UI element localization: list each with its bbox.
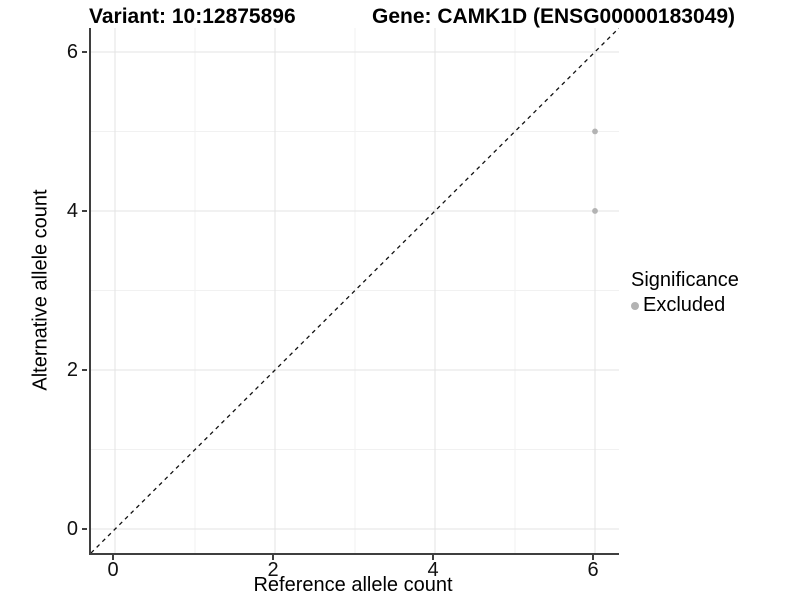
y-axis-tick-label: 2 [66, 359, 78, 382]
x-axis-tick-label: 6 [587, 559, 599, 581]
legend-key-dot-icon [631, 301, 639, 310]
legend-title: Significance [631, 269, 739, 291]
data-point [592, 208, 598, 214]
x-axis-tick-label: 4 [427, 559, 439, 581]
legend-item-label: Excluded [643, 294, 726, 316]
data-point [592, 128, 598, 135]
y-axis-tick-mark [82, 369, 87, 372]
plot-panel [89, 28, 619, 555]
y-axis-tick-mark [82, 209, 87, 212]
y-axis-tick-mark [82, 50, 87, 53]
x-axis-title: Reference allele count [253, 574, 453, 596]
x-axis-tick-mark [432, 555, 434, 560]
y-axis-tick-label: 0 [66, 518, 78, 541]
legend: Significance Excluded [631, 269, 739, 317]
y-axis-tick-label: 6 [66, 40, 78, 63]
gene-title: Gene: CAMK1D (ENSG00000183049) [372, 5, 735, 28]
variant-title: Variant: 10:12875896 [89, 5, 296, 28]
x-axis-tick-label: 0 [107, 559, 119, 581]
legend-item-excluded: Excluded [631, 294, 739, 317]
plot-canvas [91, 28, 619, 553]
x-axis-tick-mark [112, 555, 114, 560]
y-axis-tick-mark [82, 528, 87, 531]
x-axis-tick-mark [592, 555, 594, 560]
y-axis-tick-label: 4 [66, 199, 78, 222]
x-axis-tick-mark [272, 555, 274, 560]
x-axis-tick-label: 2 [267, 559, 279, 581]
